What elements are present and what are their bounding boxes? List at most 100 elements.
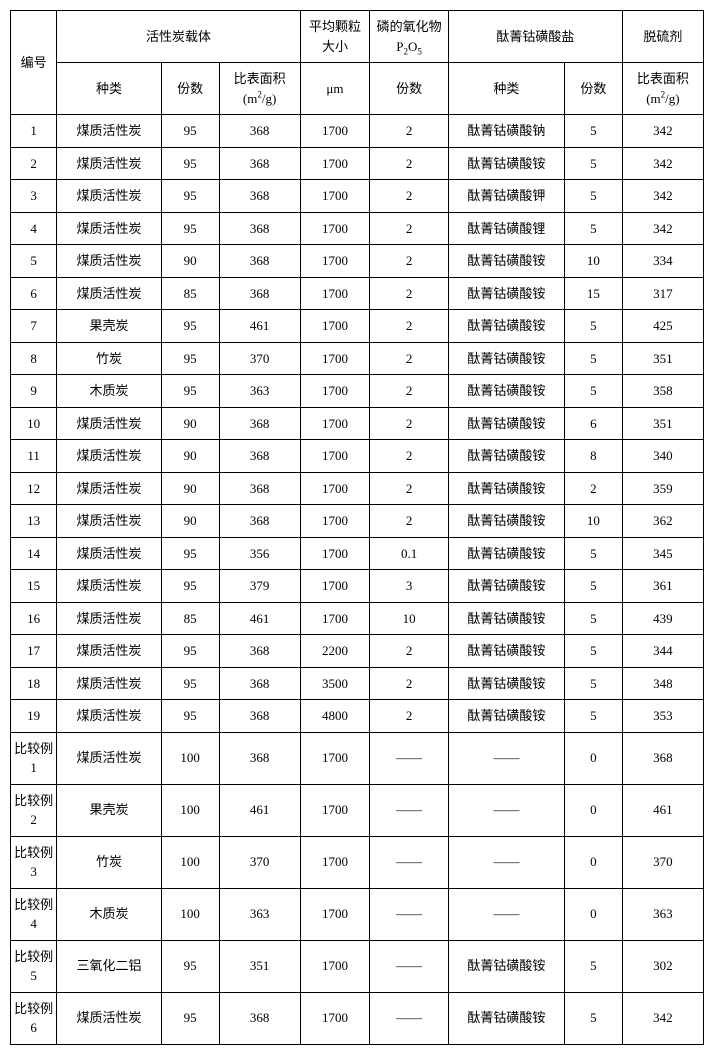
cell-cs: 368 bbox=[219, 212, 300, 245]
cell-pp: 5 bbox=[564, 602, 622, 635]
cell-cp: 95 bbox=[161, 180, 219, 213]
cell-pp: 5 bbox=[564, 115, 622, 148]
cell-ct: 煤质活性炭 bbox=[57, 635, 161, 668]
cell-p: —— bbox=[370, 732, 449, 784]
cell-p: 2 bbox=[370, 667, 449, 700]
cell-id: 16 bbox=[11, 602, 57, 635]
cell-ct: 煤质活性炭 bbox=[57, 732, 161, 784]
cell-pp: 2 bbox=[564, 472, 622, 505]
cell-um: 1700 bbox=[300, 147, 370, 180]
table-row: 17煤质活性炭9536822002酞菁钴磺酸铵5344 bbox=[11, 635, 704, 668]
cell-um: 4800 bbox=[300, 700, 370, 733]
cell-pt: 酞菁钴磺酸钠 bbox=[449, 115, 565, 148]
cell-ds: 361 bbox=[622, 570, 703, 603]
cell-pt: 酞菁钴磺酸铵 bbox=[449, 570, 565, 603]
cell-pt: 酞菁钴磺酸铵 bbox=[449, 667, 565, 700]
header-p2o5: 磷的氧化物 P2O5 bbox=[370, 11, 449, 63]
cell-pt: 酞菁钴磺酸铵 bbox=[449, 635, 565, 668]
cell-cp: 100 bbox=[161, 836, 219, 888]
header-avg-size-unit: μm bbox=[300, 63, 370, 115]
cell-p: 2 bbox=[370, 342, 449, 375]
table-row: 1煤质活性炭9536817002酞菁钴磺酸钠5342 bbox=[11, 115, 704, 148]
table-body: 1煤质活性炭9536817002酞菁钴磺酸钠53422煤质活性炭95368170… bbox=[11, 115, 704, 1045]
cell-um: 1700 bbox=[300, 342, 370, 375]
cell-ct: 煤质活性炭 bbox=[57, 537, 161, 570]
cell-pp: 5 bbox=[564, 667, 622, 700]
header-p2o5-parts: 份数 bbox=[370, 63, 449, 115]
cell-cs: 368 bbox=[219, 245, 300, 278]
cell-cp: 90 bbox=[161, 505, 219, 538]
cell-cs: 368 bbox=[219, 700, 300, 733]
cell-ct: 煤质活性炭 bbox=[57, 700, 161, 733]
cell-cs: 368 bbox=[219, 440, 300, 473]
table-row: 8竹炭9537017002酞菁钴磺酸铵5351 bbox=[11, 342, 704, 375]
cell-pt: 酞菁钴磺酸铵 bbox=[449, 472, 565, 505]
table-row: 19煤质活性炭9536848002酞菁钴磺酸铵5353 bbox=[11, 700, 704, 733]
cell-pp: 5 bbox=[564, 635, 622, 668]
cell-cp: 95 bbox=[161, 115, 219, 148]
cell-pp: 5 bbox=[564, 375, 622, 408]
cell-um: 1700 bbox=[300, 245, 370, 278]
cell-cp: 90 bbox=[161, 472, 219, 505]
cell-ct: 煤质活性炭 bbox=[57, 115, 161, 148]
cell-id: 2 bbox=[11, 147, 57, 180]
cell-um: 3500 bbox=[300, 667, 370, 700]
header-pc: 酞菁钴磺酸盐 bbox=[449, 11, 623, 63]
cell-id: 6 bbox=[11, 277, 57, 310]
cell-cp: 85 bbox=[161, 602, 219, 635]
cell-cs: 461 bbox=[219, 602, 300, 635]
cell-pt: 酞菁钴磺酸铵 bbox=[449, 310, 565, 343]
cell-cp: 95 bbox=[161, 147, 219, 180]
cell-ds: 370 bbox=[622, 836, 703, 888]
cell-pp: 5 bbox=[564, 700, 622, 733]
cell-cp: 100 bbox=[161, 888, 219, 940]
cell-um: 2200 bbox=[300, 635, 370, 668]
cell-ds: 342 bbox=[622, 115, 703, 148]
cell-ct: 煤质活性炭 bbox=[57, 407, 161, 440]
header-carrier-surface: 比表面积 (m2/g) bbox=[219, 63, 300, 115]
cell-p: 0.1 bbox=[370, 537, 449, 570]
cell-id: 5 bbox=[11, 245, 57, 278]
cell-p: 2 bbox=[370, 635, 449, 668]
cell-cp: 90 bbox=[161, 440, 219, 473]
cell-pp: 0 bbox=[564, 836, 622, 888]
cell-p: —— bbox=[370, 836, 449, 888]
cell-id: 15 bbox=[11, 570, 57, 603]
cell-um: 1700 bbox=[300, 537, 370, 570]
cell-cs: 379 bbox=[219, 570, 300, 603]
cell-um: 1700 bbox=[300, 602, 370, 635]
cell-id: 8 bbox=[11, 342, 57, 375]
table-row: 14煤质活性炭9535617000.1酞菁钴磺酸铵5345 bbox=[11, 537, 704, 570]
cell-ds: 342 bbox=[622, 212, 703, 245]
table-row: 比较例 5三氧化二铝953511700——酞菁钴磺酸铵5302 bbox=[11, 940, 704, 992]
cell-id: 比较例 2 bbox=[11, 784, 57, 836]
cell-cp: 90 bbox=[161, 245, 219, 278]
cell-cp: 90 bbox=[161, 407, 219, 440]
cell-cs: 461 bbox=[219, 310, 300, 343]
cell-pp: 10 bbox=[564, 245, 622, 278]
cell-ds: 348 bbox=[622, 667, 703, 700]
cell-pt: 酞菁钴磺酸铵 bbox=[449, 602, 565, 635]
cell-ds: 344 bbox=[622, 635, 703, 668]
table-row: 2煤质活性炭9536817002酞菁钴磺酸铵5342 bbox=[11, 147, 704, 180]
table-row: 9木质炭9536317002酞菁钴磺酸铵5358 bbox=[11, 375, 704, 408]
table-row: 16煤质活性炭85461170010酞菁钴磺酸铵5439 bbox=[11, 602, 704, 635]
header-carrier-parts: 份数 bbox=[161, 63, 219, 115]
cell-pp: 0 bbox=[564, 888, 622, 940]
cell-cs: 363 bbox=[219, 375, 300, 408]
table-row: 13煤质活性炭9036817002酞菁钴磺酸铵10362 bbox=[11, 505, 704, 538]
header-avg-size: 平均颗粒大小 bbox=[300, 11, 370, 63]
cell-p: 3 bbox=[370, 570, 449, 603]
cell-ct: 煤质活性炭 bbox=[57, 147, 161, 180]
cell-id: 18 bbox=[11, 667, 57, 700]
cell-p: —— bbox=[370, 888, 449, 940]
cell-um: 1700 bbox=[300, 375, 370, 408]
cell-pt: 酞菁钴磺酸铵 bbox=[449, 700, 565, 733]
cell-p: 2 bbox=[370, 375, 449, 408]
table-row: 18煤质活性炭9536835002酞菁钴磺酸铵5348 bbox=[11, 667, 704, 700]
table-row: 比较例 2果壳炭1004611700————0461 bbox=[11, 784, 704, 836]
cell-pt: 酞菁钴磺酸铵 bbox=[449, 342, 565, 375]
cell-p: 2 bbox=[370, 440, 449, 473]
cell-pp: 0 bbox=[564, 732, 622, 784]
table-row: 15煤质活性炭9537917003酞菁钴磺酸铵5361 bbox=[11, 570, 704, 603]
